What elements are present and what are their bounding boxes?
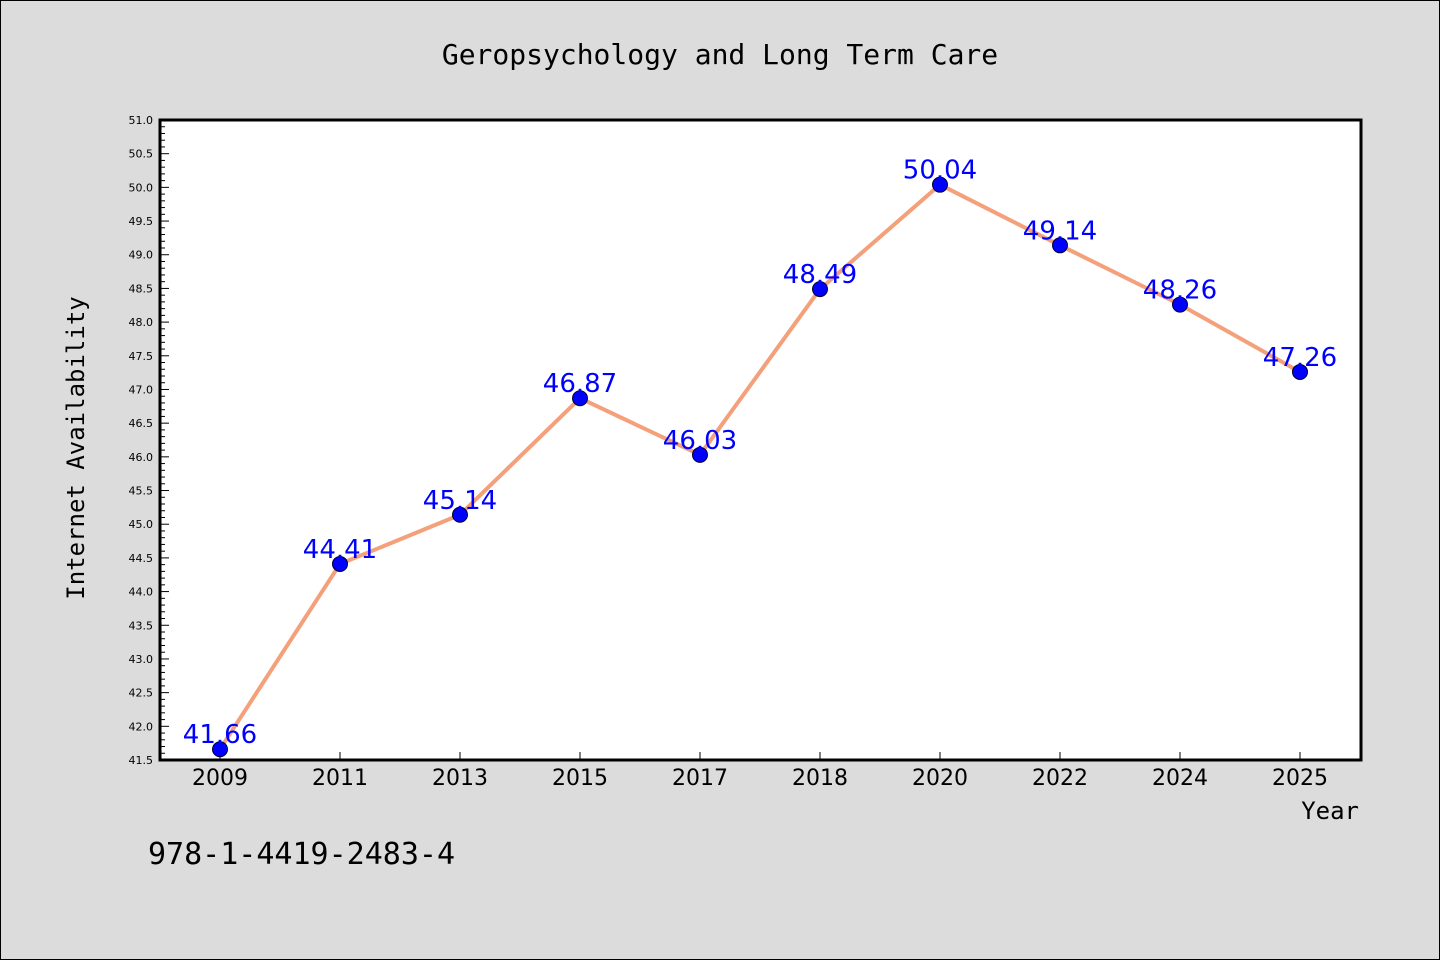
x-tick-label: 2020 [912,766,968,791]
x-tick-label: 2024 [1152,766,1208,791]
x-tick-label: 2022 [1032,766,1088,791]
x-axis: 2009 2011 2013 2015 2017 2018 2020 2022 2024 2025 [192,752,1328,791]
data-points [212,176,1308,758]
data-point [932,176,948,193]
data-label: 46.87 [543,369,617,399]
x-tick-label: 2013 [432,766,488,791]
data-label: 49.14 [1023,216,1097,246]
series-line [218,182,1301,751]
x-tick-label: 2015 [552,766,608,791]
data-point [692,446,708,463]
data-label: 44.41 [303,535,377,565]
chart-title: Geropsychology and Long Term Care [442,38,998,71]
y-tick-label: 46.5 [129,417,154,430]
y-tick-label: 47.0 [129,383,154,396]
y-tick-label: 48.0 [129,316,154,329]
x-tick-label: 2018 [792,766,848,791]
data-point [1172,296,1188,313]
data-label: 45.14 [423,486,497,516]
y-tick-label: 48.5 [129,282,154,295]
data-label: 48.26 [1143,276,1217,306]
y-tick-label: 42.0 [129,720,154,733]
data-label: 46.03 [663,426,737,456]
x-tick-label: 2017 [672,766,728,791]
x-tick-label: 2009 [192,766,248,791]
y-tick-label: 45.5 [129,485,154,498]
y-tick-label: 51.0 [129,114,154,127]
y-tick-label: 50.5 [129,148,154,161]
data-label: 41.66 [183,720,257,750]
y-tick-label: 42.5 [129,687,154,700]
y-tick-label: 49.5 [129,215,154,228]
data-point [572,390,588,407]
y-tick-label: 43.5 [129,619,154,632]
data-point [332,555,348,572]
data-label: 48.49 [783,260,857,290]
y-axis: 41.5 42.0 42.5 43.0 43.5 44.0 44.5 45.0 45.5 46.0… [129,114,169,767]
y-tick-label: 44.0 [129,586,154,599]
data-point [1292,363,1308,380]
plot-area [158,118,1363,762]
data-point [1052,237,1068,254]
y-tick-label: 43.0 [129,653,154,666]
y-tick-label: 47.5 [129,350,154,363]
data-label: 50.04 [903,156,977,186]
y-tick-label: 49.0 [129,249,154,262]
y-tick-label: 41.5 [129,754,154,767]
data-label: 47.26 [1263,343,1337,373]
y-tick-label: 46.0 [129,451,154,464]
y-tick-label: 50.0 [129,181,154,194]
y-axis-title: Internet Availability [62,296,90,599]
data-labels: 41.66 44.41 45.14 46.87 46.03 48.49 50.04 49.14… [183,156,1337,751]
y-tick-label: 44.5 [129,552,154,565]
data-point [452,506,468,523]
x-tick-label: 2011 [312,766,368,791]
x-axis-title: Year [1301,797,1359,825]
data-point [212,741,228,758]
isbn-text: 978-1-4419-2483-4 [148,837,455,872]
data-point [812,281,828,298]
x-tick-label: 2025 [1272,766,1328,791]
y-tick-label: 45.0 [129,518,154,531]
